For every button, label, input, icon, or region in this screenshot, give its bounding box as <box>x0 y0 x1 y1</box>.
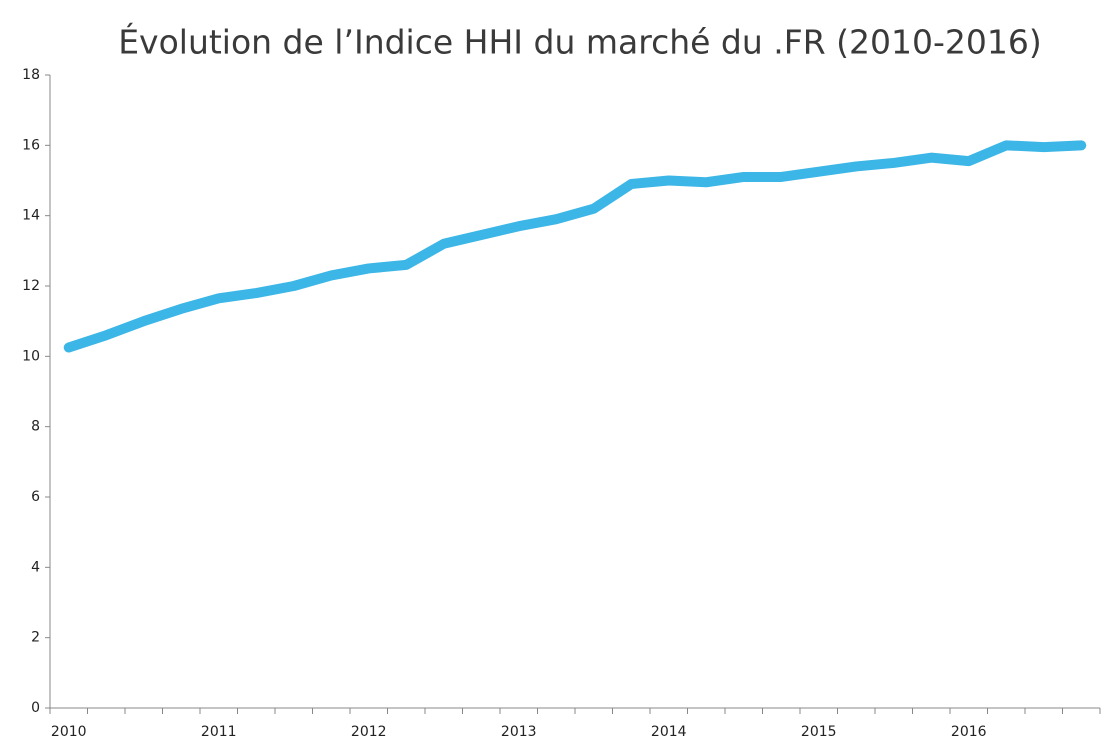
y-tick-label: 4 <box>31 559 40 575</box>
x-tick-label: 2015 <box>801 724 837 740</box>
x-tick-label: 2012 <box>351 724 387 740</box>
chart-title: Évolution de l’Indice HHI du marché du .… <box>118 22 1042 62</box>
x-tick-label: 2014 <box>651 724 687 740</box>
y-tick-label: 8 <box>31 419 40 435</box>
y-tick-label: 16 <box>22 137 40 153</box>
x-tick-label: 2013 <box>501 724 537 740</box>
y-tick-label: 2 <box>31 630 40 646</box>
y-tick-label: 10 <box>22 348 40 364</box>
x-tick-label: 2010 <box>51 724 87 740</box>
line-series <box>63 140 1087 353</box>
x-tick-label: 2016 <box>951 724 987 740</box>
y-tick-label: 6 <box>31 489 40 505</box>
y-tick-label: 14 <box>22 208 40 224</box>
y-tick-label: 0 <box>31 700 40 716</box>
y-tick-label: 12 <box>22 278 40 294</box>
y-tick-label: 18 <box>22 67 40 83</box>
x-tick-label: 2011 <box>201 724 237 740</box>
